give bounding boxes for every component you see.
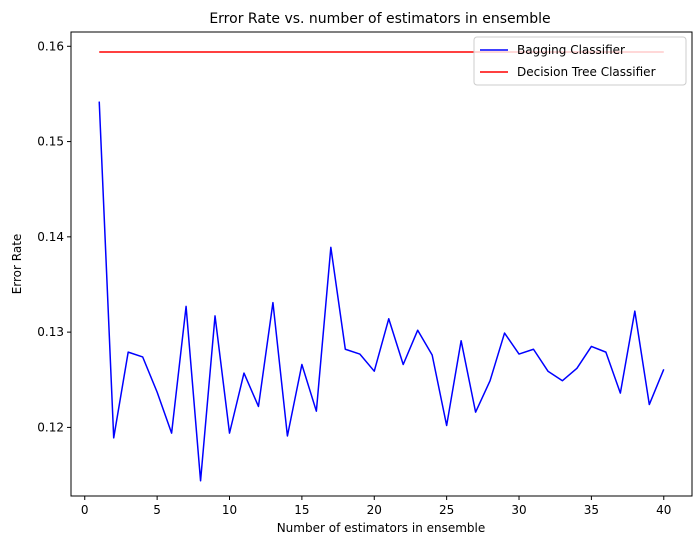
x-tick-label: 15: [294, 503, 309, 517]
y-tick-label: 0.12: [37, 420, 64, 434]
plot-area: [98, 51, 665, 482]
x-axis-label: Number of estimators in ensemble: [277, 521, 486, 535]
x-tick-label: 40: [656, 503, 671, 517]
x-tick-label: 25: [439, 503, 454, 517]
axes-frame: [70, 31, 693, 497]
y-axis-ticks: 0.12 0.13 0.14 0.15 0.16: [37, 39, 71, 434]
x-tick-label: 5: [153, 503, 161, 517]
x-tick-label: 20: [367, 503, 382, 517]
y-tick-label: 0.13: [37, 325, 64, 339]
y-tick-label: 0.14: [37, 230, 64, 244]
y-axis-label: Error Rate: [10, 234, 24, 295]
y-tick-label: 0.15: [37, 135, 64, 149]
legend-box: [473, 36, 687, 86]
y-tick-label: 0.16: [37, 39, 64, 53]
x-tick-label: 0: [81, 503, 89, 517]
legend: Bagging Classifier Decision Tree Classif…: [473, 36, 687, 86]
x-tick-label: 30: [511, 503, 526, 517]
chart-title: Error Rate vs. number of estimators in e…: [209, 11, 550, 27]
x-axis-ticks: 0 5 10 15 20 25 30 35 40: [81, 496, 671, 517]
legend-label-decision-tree: Decision Tree Classifier: [517, 65, 656, 79]
series-line-bagging-classifier: [98, 101, 665, 482]
x-tick-label: 35: [584, 503, 599, 517]
x-tick-label: 10: [222, 503, 237, 517]
legend-label-bagging: Bagging Classifier: [517, 43, 625, 57]
